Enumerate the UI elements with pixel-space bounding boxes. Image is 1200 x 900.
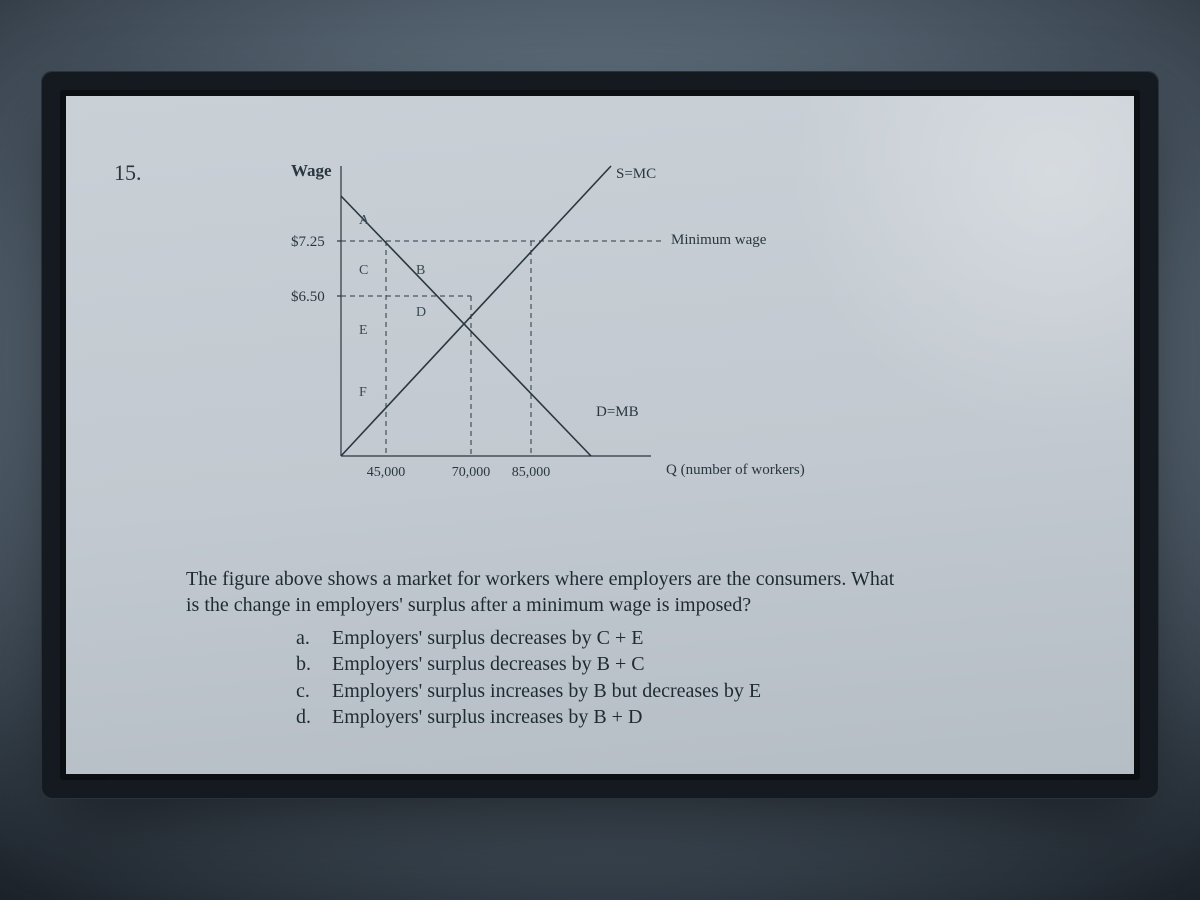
region-D: D: [416, 305, 426, 320]
option-letter: c.: [296, 678, 318, 704]
y-axis-title: Wage: [291, 161, 332, 180]
question-stem: The figure above shows a market for work…: [186, 566, 1064, 619]
stem-line-1: The figure above shows a market for work…: [186, 568, 894, 590]
supply-curve: [341, 166, 611, 456]
region-B: B: [416, 263, 425, 278]
guide-lines: [341, 241, 661, 456]
option-b[interactable]: b. Employers' surplus decreases by B + C: [296, 651, 1064, 677]
option-letter: b.: [296, 651, 318, 677]
question-block: The figure above shows a market for work…: [186, 566, 1064, 730]
option-c[interactable]: c. Employers' surplus increases by B but…: [296, 678, 1064, 704]
answer-options: a. Employers' surplus decreases by C + E…: [296, 625, 1064, 731]
option-text: Employers' surplus increases by B but de…: [332, 678, 761, 704]
option-a[interactable]: a. Employers' surplus decreases by C + E: [296, 625, 1064, 651]
slide: 15. Wage $7.25 $6.50: [66, 96, 1134, 774]
xtick-85k: 85,000: [512, 465, 551, 480]
region-A: A: [359, 213, 370, 228]
option-d[interactable]: d. Employers' surplus increases by B + D: [296, 704, 1064, 730]
option-text: Employers' surplus decreases by B + C: [332, 651, 645, 677]
region-F: F: [359, 385, 367, 400]
labor-market-chart: Wage $7.25 $6.50: [251, 156, 791, 516]
ytick-725: $7.25: [291, 234, 325, 250]
projector-screen-frame: 15. Wage $7.25 $6.50: [60, 90, 1140, 780]
option-text: Employers' surplus decreases by C + E: [332, 625, 643, 651]
stem-line-2: is the change in employers' surplus afte…: [186, 594, 751, 616]
question-number: 15.: [114, 160, 142, 186]
option-letter: a.: [296, 625, 318, 651]
option-text: Employers' surplus increases by B + D: [332, 704, 642, 730]
supply-label: S=MC: [616, 166, 656, 182]
region-E: E: [359, 323, 368, 338]
demand-curve: [341, 196, 591, 456]
room-background: 15. Wage $7.25 $6.50: [0, 0, 1200, 900]
demand-label: D=MB: [596, 404, 639, 420]
x-axis-title: Q (number of workers): [666, 462, 805, 478]
ytick-650: $6.50: [291, 289, 325, 305]
option-letter: d.: [296, 704, 318, 730]
xtick-45k: 45,000: [367, 465, 406, 480]
region-C: C: [359, 263, 368, 278]
xtick-70k: 70,000: [452, 465, 491, 480]
minwage-label: Minimum wage: [671, 232, 767, 248]
